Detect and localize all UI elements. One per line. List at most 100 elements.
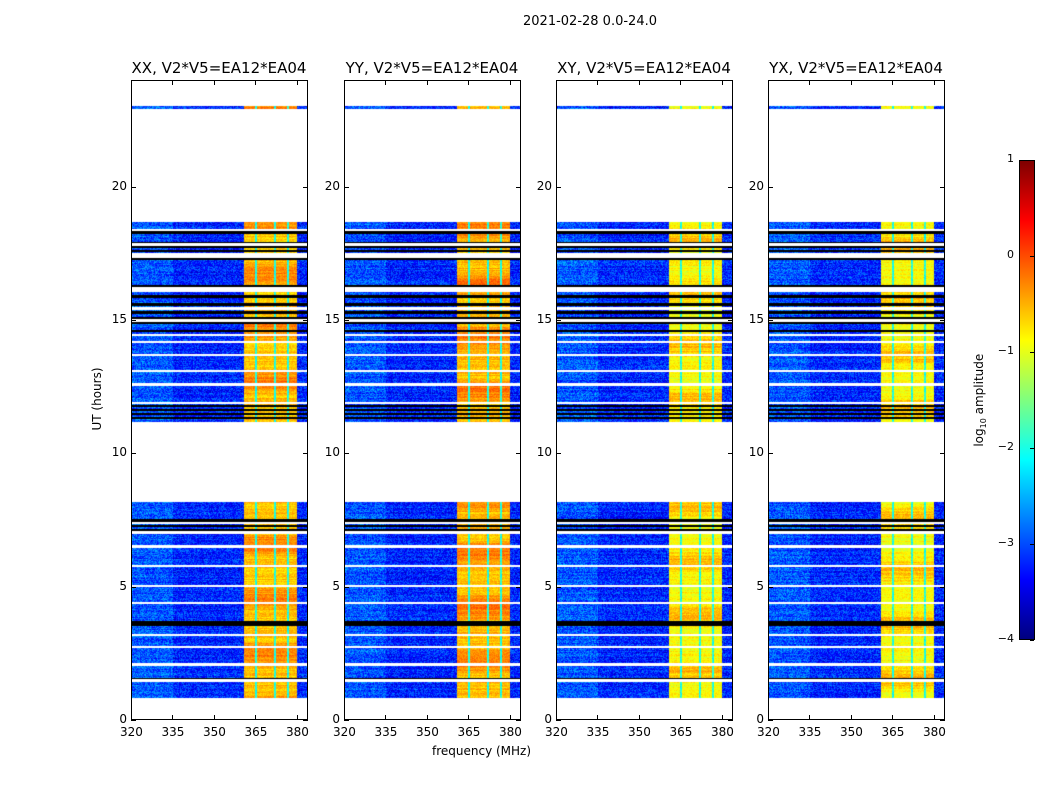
y-tick-label: 20 [324, 178, 340, 193]
y-tick-label: 15 [748, 312, 764, 326]
y-tick-label: 10 [536, 445, 552, 460]
waterfall-panel-3 [768, 80, 945, 720]
y-tick-mark-right [303, 453, 308, 455]
colorbar-tick-label: −4 [997, 632, 1014, 645]
x-tick-mark-top [468, 80, 470, 85]
y-tick-mark [131, 320, 136, 321]
x-tick-mark [933, 715, 935, 720]
panel-title: YY, V2*V5=EA12*EA04 [345, 59, 519, 77]
waterfall-panel-1 [344, 80, 521, 720]
y-tick-mark-right [728, 586, 733, 588]
y-tick-mark-right [728, 720, 733, 721]
y-tick-mark-right [728, 186, 733, 188]
y-tick-label: 15 [111, 312, 127, 326]
y-tick-mark [556, 720, 561, 721]
x-tick-mark [255, 715, 257, 720]
x-tick-label: 320 [545, 725, 568, 739]
colorbar-tick-mark [1030, 256, 1034, 257]
y-tick-mark [131, 586, 136, 588]
x-tick-mark-top [426, 80, 428, 85]
x-tick-label: 365 [881, 725, 905, 739]
colorbar-label-main: log [971, 428, 986, 447]
x-tick-label: 320 [120, 725, 143, 739]
heatmap-image [345, 81, 520, 719]
x-tick-mark-top [933, 80, 935, 85]
y-tick-mark [768, 720, 773, 721]
x-tick-mark-top [556, 80, 557, 85]
x-tick-mark-top [597, 80, 599, 85]
x-tick-label: 380 [498, 725, 522, 739]
heatmap-image [769, 81, 944, 719]
x-tick-mark-top [809, 80, 811, 85]
x-tick-mark [426, 715, 428, 720]
colorbar-label: log10 amplitude [972, 350, 988, 450]
panel-title: YX, V2*V5=EA12*EA04 [769, 59, 943, 77]
x-tick-mark [509, 715, 511, 720]
x-tick-label: 350 [627, 725, 651, 739]
y-axis-label: UT (hours) [90, 367, 104, 431]
x-tick-label: 365 [244, 725, 268, 739]
waterfall-panel-0 [131, 80, 308, 720]
colorbar-tick-mark [1030, 640, 1034, 641]
y-tick-label: 15 [536, 312, 552, 326]
y-tick-mark-right [303, 586, 308, 588]
figure-title: 2021-02-28 0.0-24.0 [523, 14, 657, 29]
y-tick-label: 0 [332, 712, 340, 726]
colorbar-tick-mark [1030, 160, 1034, 161]
x-tick-mark [597, 715, 599, 720]
colorbar-tick-label: 1 [1007, 152, 1014, 165]
y-tick-label: 20 [111, 178, 127, 193]
y-tick-mark [768, 453, 773, 455]
x-tick-mark [213, 715, 215, 720]
y-tick-mark [131, 186, 136, 188]
y-tick-mark [556, 586, 561, 588]
y-tick-label: 0 [119, 712, 127, 726]
y-tick-mark-right [516, 186, 521, 188]
waterfall-panel-2 [556, 80, 733, 720]
y-tick-label: 5 [756, 578, 764, 593]
panel-title: XX, V2*V5=EA12*EA04 [131, 59, 307, 77]
x-tick-mark [556, 715, 557, 720]
x-tick-label: 335 [161, 725, 185, 739]
x-tick-label: 320 [333, 725, 356, 739]
y-tick-mark [344, 586, 349, 588]
colorbar-tick-label: −3 [997, 536, 1014, 549]
x-tick-mark-top [509, 80, 511, 85]
colorbar-label-rest: amplitude [971, 353, 986, 419]
x-tick-mark [680, 715, 682, 720]
x-tick-label: 335 [798, 725, 822, 739]
y-tick-mark-right [516, 320, 521, 321]
y-tick-mark [131, 453, 136, 455]
y-tick-mark [768, 186, 773, 188]
x-tick-mark [768, 715, 769, 720]
colorbar-tick-label: −1 [997, 344, 1014, 357]
y-tick-mark-right [303, 720, 308, 721]
x-tick-mark-top [344, 80, 345, 85]
y-tick-label: 15 [324, 312, 340, 326]
x-tick-label: 350 [415, 725, 439, 739]
y-tick-mark-right [728, 320, 733, 321]
y-tick-label: 20 [536, 178, 552, 193]
x-tick-label: 335 [374, 725, 398, 739]
x-tick-mark [721, 715, 723, 720]
y-tick-mark-right [728, 453, 733, 455]
colorbar-tick-mark [1030, 448, 1034, 449]
colorbar-label-sub: 10 [979, 418, 989, 429]
x-tick-label: 335 [586, 725, 610, 739]
y-tick-mark-right [940, 320, 945, 321]
x-tick-mark [468, 715, 470, 720]
heatmap-image [557, 81, 732, 719]
x-tick-label: 365 [669, 725, 693, 739]
y-tick-mark [768, 586, 773, 588]
x-tick-mark [850, 715, 852, 720]
x-tick-mark-top [131, 80, 132, 85]
panel-title: XY, V2*V5=EA12*EA04 [557, 59, 731, 77]
colorbar-tick-label: −2 [997, 440, 1014, 453]
x-tick-mark-top [850, 80, 852, 85]
x-tick-label: 380 [285, 725, 309, 739]
y-tick-label: 5 [544, 578, 552, 593]
x-tick-mark [172, 715, 174, 720]
y-tick-mark-right [940, 720, 945, 721]
x-tick-mark-top [255, 80, 257, 85]
